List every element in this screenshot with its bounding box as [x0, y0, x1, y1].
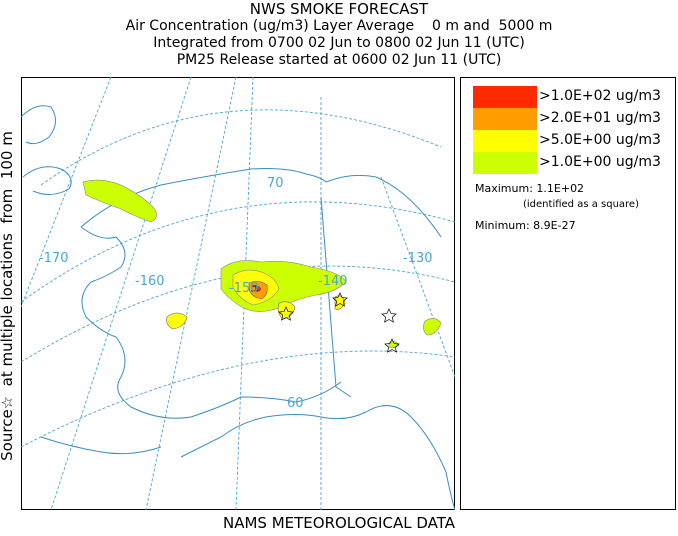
graticule-lon-180 [21, 77, 112, 308]
label-lon-160: -160 [135, 274, 165, 289]
coast-canada-arctic [325, 174, 442, 238]
graticule-labels: -170 -160 -150 -140 -130 70 60 [39, 176, 433, 411]
label-lat-60: 60 [287, 396, 304, 411]
meteorological-data-label: NAMS METEOROLOGICAL DATA [223, 514, 455, 532]
label-lon-170: -170 [39, 251, 69, 266]
graticule-lon-130 [380, 176, 455, 378]
graticule-lat-65-upper [21, 201, 455, 303]
legend-item: >2.0E+01 ug/m3 [473, 108, 669, 130]
forecast-title: NWS SMOKE FORECAST [249, 0, 429, 18]
plume-north-1 [82, 179, 157, 223]
label-lon-130: -130 [403, 251, 433, 266]
graticule-lat-70 [40, 109, 442, 186]
legend-swatch [473, 108, 537, 130]
coast-aleutians [40, 436, 162, 455]
label-lon-150: -150 [229, 281, 259, 296]
maximum-note: (identified as a square) [523, 199, 639, 210]
source-height-label: Source☆ at multiple locations from 100 m [0, 131, 16, 461]
max-concentration-square-icon [251, 285, 258, 292]
concentration-legend: >1.0E+02 ug/m3 >2.0E+01 ug/m3 >5.0E+00 u… [460, 77, 676, 510]
concentration-subtitle: Air Concentration (ug/m3) Layer Average … [125, 18, 553, 34]
legend-item-label: >5.0E+00 ug/m3 [539, 132, 661, 148]
integration-period: Integrated from 0700 02 Jun to 0800 02 J… [153, 35, 525, 51]
coastlines [21, 105, 455, 510]
source-star-icon [384, 338, 400, 353]
graticule-lon-160 [145, 77, 237, 510]
plume-east-2 [423, 318, 442, 336]
legend-item: >1.0E+02 ug/m3 [473, 86, 669, 108]
legend-swatch [473, 130, 537, 152]
coast-wrangel [22, 166, 72, 195]
smoke-forecast-map: -170 -160 -150 -140 -130 70 60 [21, 77, 455, 510]
source-star-icon [381, 308, 397, 323]
legend-swatch [473, 152, 537, 174]
source-star-icon [278, 306, 294, 321]
legend-swatch [473, 86, 537, 108]
legend-item-label: >1.0E+00 ug/m3 [539, 154, 661, 170]
maximum-value: Maximum: 1.1E+02 [475, 182, 585, 195]
legend-item: >1.0E+00 ug/m3 [473, 152, 669, 174]
label-lon-140: -140 [318, 274, 348, 289]
plume-east-1 [334, 295, 346, 310]
border-alaska-canada [320, 196, 352, 398]
graticule-lon-170 [50, 77, 192, 510]
release-start: PM25 Release started at 0600 02 Jun 11 (… [176, 52, 502, 68]
plume-southwest [166, 312, 188, 330]
coast-chukotka [21, 105, 56, 145]
label-lat-70: 70 [267, 176, 284, 191]
legend-item: >5.0E+00 ug/m3 [473, 130, 669, 152]
minimum-value: Minimum: 8.9E-27 [475, 219, 576, 232]
smoke-plumes [82, 179, 442, 348]
source-star-icon [332, 292, 348, 307]
coast-gulf [180, 405, 455, 510]
coast-west-alaska [80, 226, 342, 419]
legend-item-label: >2.0E+01 ug/m3 [539, 110, 661, 126]
legend-item-label: >1.0E+02 ug/m3 [539, 88, 661, 104]
source-locations [278, 292, 400, 353]
